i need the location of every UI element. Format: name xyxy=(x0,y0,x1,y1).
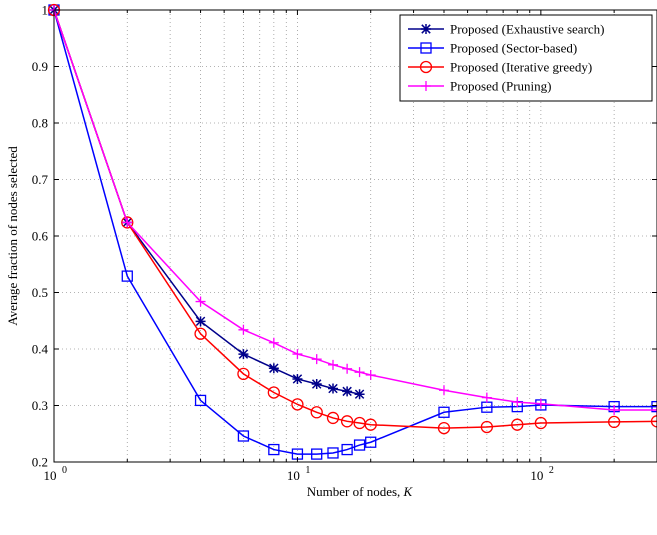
legend-item: Proposed (Sector-based) xyxy=(408,41,577,56)
data-point xyxy=(121,270,133,282)
data-point xyxy=(194,394,207,407)
data-point xyxy=(122,217,133,228)
data-point xyxy=(310,406,323,419)
data-point xyxy=(238,324,249,335)
data-point xyxy=(421,24,431,34)
data-point xyxy=(341,443,353,456)
data-point xyxy=(327,359,338,370)
data-point xyxy=(311,354,322,365)
legend-label: Proposed (Iterative greedy) xyxy=(450,60,592,75)
data-point xyxy=(340,415,354,428)
data-point xyxy=(480,420,494,434)
data-point xyxy=(353,439,366,451)
x-tick-exponent: 2 xyxy=(549,465,554,476)
data-point xyxy=(365,436,377,448)
x-tick-exponent: 0 xyxy=(62,465,67,476)
series-line xyxy=(53,9,360,395)
data-point xyxy=(268,363,279,374)
data-point xyxy=(238,349,249,360)
legend-item: Proposed (Iterative greedy) xyxy=(408,60,592,75)
data-point xyxy=(365,369,376,380)
data-point xyxy=(326,411,340,425)
series-4 xyxy=(49,5,657,416)
data-point xyxy=(342,363,353,374)
data-point xyxy=(195,316,206,327)
x-tick-exponent: 1 xyxy=(305,465,310,476)
axis-titles: Number of nodes, K Average fraction of no… xyxy=(5,146,414,499)
data-point xyxy=(291,398,304,411)
y-tick-label: 0.4 xyxy=(32,342,49,357)
data-point xyxy=(311,379,322,390)
data-point xyxy=(194,327,207,340)
data-point xyxy=(237,430,250,442)
data-point xyxy=(268,443,280,456)
data-point xyxy=(311,448,323,460)
data-point xyxy=(511,418,524,431)
data-point xyxy=(421,81,431,91)
y-tick-label: 0.2 xyxy=(32,455,48,470)
y-tick-label: 0.7 xyxy=(32,172,49,187)
data-point xyxy=(327,447,339,459)
series-2 xyxy=(48,4,657,460)
legend-label: Proposed (Exhaustive search) xyxy=(450,22,605,37)
data-point xyxy=(354,389,365,400)
y-tick-label: 0.3 xyxy=(32,398,48,413)
data-point xyxy=(437,421,451,435)
data-point xyxy=(267,386,280,399)
legend-label: Proposed (Pruning) xyxy=(450,79,551,94)
data-point xyxy=(327,383,338,394)
data-point xyxy=(650,415,657,428)
data-point xyxy=(607,415,621,429)
series-line xyxy=(53,9,657,455)
data-point xyxy=(268,337,279,348)
data-point xyxy=(292,373,303,384)
data-point xyxy=(237,367,250,381)
data-point xyxy=(534,416,548,430)
x-tick-label: 10 xyxy=(44,468,57,483)
data-point xyxy=(195,296,206,307)
data-point xyxy=(354,367,365,378)
data-point xyxy=(652,405,657,416)
y-axis-title: Average fraction of nodes selected xyxy=(5,146,20,326)
data-point xyxy=(438,406,450,418)
series-line xyxy=(53,9,657,429)
legend-item: Proposed (Exhaustive search) xyxy=(408,22,605,37)
y-tick-label: 0.8 xyxy=(32,116,48,131)
y-tick-label: 1 xyxy=(42,3,49,18)
data-point xyxy=(121,216,134,229)
x-tick-label: 10 xyxy=(287,468,300,483)
data-point xyxy=(420,42,432,54)
legend-label: Proposed (Sector-based) xyxy=(450,41,577,56)
series-3 xyxy=(47,3,657,435)
legend: Proposed (Exhaustive search) Proposed (Se… xyxy=(399,14,653,102)
y-tick-label: 0.9 xyxy=(32,59,48,74)
data-point xyxy=(364,418,377,431)
data-point xyxy=(438,385,449,396)
data-point xyxy=(481,392,492,403)
data-point xyxy=(609,405,620,416)
y-tick-label: 0.6 xyxy=(32,229,49,244)
x-tick-label: 10 xyxy=(530,468,543,483)
series-layer xyxy=(47,3,657,460)
data-point xyxy=(292,349,303,360)
data-point xyxy=(535,398,546,409)
ticks: 0.2 0.3 0.4 0.5 0.6 0.7 0.8 0.9 1 10 0 10 1 10 2 xyxy=(32,3,657,483)
legend-item: Proposed (Pruning) xyxy=(408,79,551,94)
data-point xyxy=(419,60,433,74)
data-point xyxy=(342,386,353,397)
x-axis-title: Number of nodes, K xyxy=(307,484,414,499)
y-tick-label: 0.5 xyxy=(32,285,48,300)
data-point xyxy=(512,397,523,408)
data-point xyxy=(651,400,657,413)
